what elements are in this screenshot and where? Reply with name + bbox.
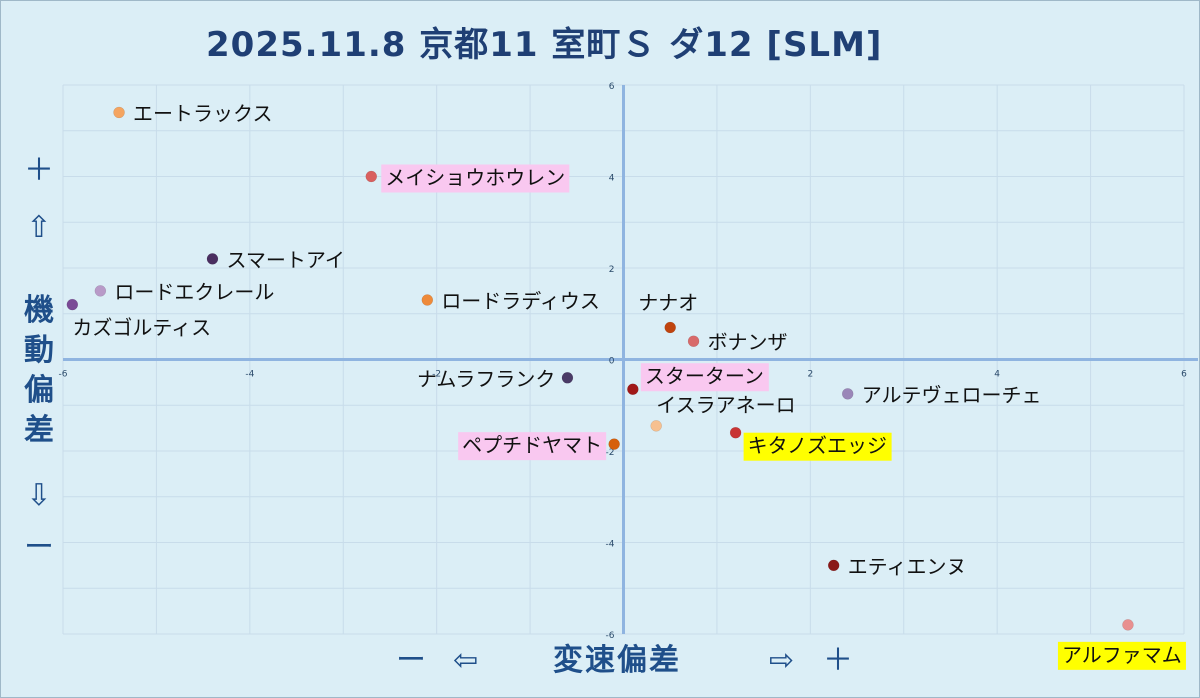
x-tick-label: 6: [1181, 370, 1187, 380]
data-point: [608, 438, 620, 450]
x-tick-label: -2: [432, 370, 441, 380]
y-axis-title: 機動偏差: [24, 293, 54, 448]
y-tick-label: 2: [609, 265, 615, 275]
data-point: [66, 298, 79, 311]
point-label: アルファマム: [1062, 643, 1182, 667]
point-label: ロードエクレール: [114, 280, 274, 304]
point-label: ペプチドヤマト: [462, 433, 602, 457]
y-tick-label: 0: [609, 357, 615, 367]
data-point: [664, 321, 676, 334]
data-point: [627, 383, 639, 395]
data-point: [687, 335, 700, 347]
point-label: アルテヴェローチェ: [862, 383, 1042, 407]
point-label: ナナオ: [638, 290, 698, 314]
y-tick-label: -4: [606, 540, 615, 550]
y-down-arrow-icon: ⇩: [26, 478, 52, 513]
data-point: [365, 170, 378, 183]
data-point: [1122, 619, 1134, 631]
y-tick-label: -6: [606, 631, 615, 641]
chart-title: 2025.11.8 京都11 室町Ｓ ダ12 [SLM]: [206, 25, 883, 65]
x-left-arrow-icon: ⇦: [453, 643, 479, 678]
point-label: エートラックス: [133, 101, 272, 125]
point-label: ナムラフランク: [417, 367, 555, 391]
x-axis-title: 変速偏差: [553, 643, 681, 678]
x-tick-label: 2: [807, 370, 813, 380]
data-point: [421, 294, 434, 306]
y-tick-label: -2: [606, 448, 615, 458]
point-label: カズゴルティス: [72, 316, 211, 340]
y-up-arrow-icon: ⇧: [26, 210, 52, 245]
y-plus-sign: ＋: [24, 153, 54, 188]
data-point: [113, 106, 125, 119]
data-point: [94, 285, 107, 297]
label-highlight: [743, 432, 892, 461]
label-highlight: [1057, 641, 1186, 670]
data-point: [729, 426, 742, 439]
point-label: ロードラディウス: [441, 289, 600, 313]
point-label: ボナンザ: [708, 330, 788, 354]
x-tick-label: -6: [59, 370, 68, 380]
point-label: キタノズエッジ: [748, 434, 887, 458]
x-minus-sign: ー: [396, 643, 426, 678]
point-label: イスラアネーロ: [656, 393, 795, 417]
x-right-arrow-icon: ⇨: [769, 643, 795, 678]
x-plus-sign: ＋: [823, 643, 853, 678]
label-highlight: [381, 164, 570, 193]
point-label: スターターン: [645, 364, 764, 388]
label-highlight: [458, 432, 607, 461]
x-tick-label: 4: [994, 370, 1000, 380]
y-tick-label: 4: [609, 174, 615, 184]
point-label: メイショウホウレン: [385, 166, 565, 190]
y-tick-label: 6: [609, 82, 615, 92]
y-minus-sign: ー: [24, 530, 54, 565]
x-tick-label: -4: [245, 370, 254, 380]
data-point: [827, 559, 840, 572]
label-highlight: [640, 363, 769, 392]
point-label: エティエンヌ: [848, 554, 967, 578]
point-label: スマートアイ: [226, 248, 344, 272]
data-point: [841, 388, 854, 400]
data-point: [561, 372, 574, 384]
data-point: [206, 253, 219, 265]
data-point: [650, 420, 662, 432]
